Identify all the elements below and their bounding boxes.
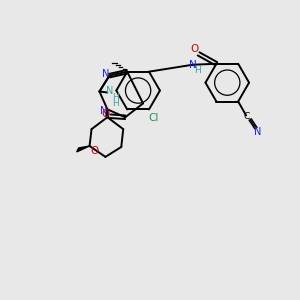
Text: H: H: [112, 99, 119, 108]
Text: N: N: [189, 60, 196, 70]
Text: H: H: [112, 93, 119, 102]
Text: N: N: [100, 106, 107, 116]
Text: O: O: [90, 146, 99, 156]
Text: N: N: [254, 127, 262, 137]
Text: O: O: [190, 44, 199, 54]
Polygon shape: [77, 146, 90, 152]
Text: C: C: [244, 112, 250, 121]
Text: H: H: [194, 66, 201, 75]
Text: N: N: [102, 69, 109, 79]
Text: Cl: Cl: [149, 113, 159, 123]
Text: O: O: [101, 109, 110, 119]
Text: N: N: [106, 86, 113, 97]
Polygon shape: [106, 109, 109, 118]
